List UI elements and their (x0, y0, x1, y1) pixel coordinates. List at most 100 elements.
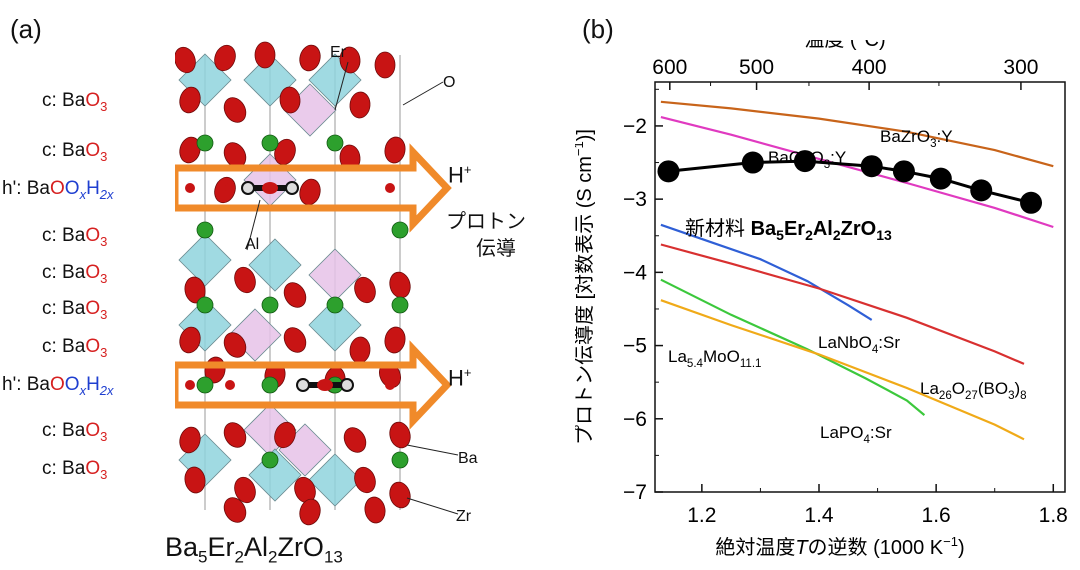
oxygen-atom (384, 136, 406, 164)
top-tick-label: 400 (852, 56, 887, 79)
barium-atom (391, 296, 409, 314)
crystal-structure-illustration (175, 41, 459, 526)
oxygen-atom (299, 178, 321, 206)
o-label: O (443, 74, 456, 91)
proton-text: プロトン (446, 209, 526, 233)
oxygen-atom (385, 183, 395, 193)
er-label: Er (330, 44, 346, 61)
layer-label-h: h': BaOOxH2x (2, 374, 114, 398)
zr-octahedron (308, 298, 362, 352)
er-octahedron (308, 248, 362, 302)
barium-atom (261, 451, 279, 469)
panel-b-label: (b) (582, 14, 614, 44)
barium-atom (391, 451, 409, 469)
new-material-point (892, 160, 915, 183)
oxygen-atom (185, 183, 195, 193)
x-tick-label: 1.2 (687, 504, 716, 527)
x-tick-label: 1.6 (922, 504, 951, 527)
series-line (660, 299, 1025, 441)
y-axis-label: プロトン伝導度 [対数表示 (S cm−1)] (575, 129, 596, 445)
oxygen-atom (234, 476, 256, 504)
oxygen-atom (234, 266, 256, 294)
oxygen-atom (354, 276, 376, 304)
oxygen-atom (364, 496, 386, 524)
series-line (660, 243, 1025, 365)
oxygen-atom (223, 422, 247, 448)
zr-octahedron (178, 233, 232, 287)
barium-atom (261, 376, 279, 394)
series-line (660, 278, 926, 416)
oxygen-atom (223, 332, 247, 358)
layer-label-c: c: BaO3 (42, 90, 108, 114)
y-tick-label: −2 (623, 115, 647, 138)
oxygen-atom (374, 51, 396, 79)
al-atom (241, 181, 255, 195)
oxygen-atom (254, 41, 276, 69)
oxygen-atom (179, 86, 201, 114)
al-atom (340, 378, 354, 392)
oxygen-atom (262, 182, 278, 194)
series-label: La5.4MoO11.1 (668, 347, 761, 370)
layer-label-h: h': BaOOxH2x (2, 178, 114, 202)
barium-atom (196, 296, 214, 314)
conductivity-chart: 1.2 1.4 1.6 1.8 −7 −6 −5 −4 −3 −2 600 500 400 300 温度 (… (575, 40, 1068, 559)
zr-leader-line (406, 497, 459, 515)
top-tick-label: 600 (652, 56, 687, 79)
oxygen-atom (349, 336, 371, 364)
new-material-point (741, 151, 764, 174)
y-tick-label: −3 (623, 188, 647, 211)
series-label: LaNbO4:Sr (818, 333, 900, 356)
oxygen-atom (225, 183, 235, 193)
oxygen-atom (354, 466, 376, 494)
oxygen-atom (223, 497, 247, 523)
top-tick-label: 300 (1003, 56, 1038, 79)
oxygen-atom (214, 44, 236, 72)
series-line (660, 223, 873, 321)
oxygen-atom (384, 326, 406, 354)
barium-atom (196, 221, 214, 239)
series-label: BaZrO3:Y (880, 127, 953, 150)
er-leader-line (334, 61, 349, 111)
y-tick-label: −6 (623, 408, 647, 431)
zr-octahedron (248, 238, 302, 292)
new-material-point (657, 160, 680, 183)
barium-atom (326, 296, 344, 314)
oxygen-atom (317, 379, 333, 391)
compound-formula: Ba5Er2Al2ZrO13 (165, 532, 343, 567)
oxygen-atom (175, 46, 196, 74)
layer-label-c: c: BaO3 (42, 336, 108, 360)
oxygen-atom (389, 271, 411, 299)
oxygen-atom (389, 421, 411, 449)
proton-path-arrow (175, 143, 452, 233)
barium-atom (196, 376, 214, 394)
layer-label-c: c: BaO3 (42, 420, 108, 444)
y-tick-label: −4 (623, 261, 647, 284)
oxygen-atom (299, 44, 321, 72)
new-material-point (1020, 191, 1043, 214)
ba-leader-line (406, 444, 459, 456)
conduction-text: 伝導 (476, 236, 516, 260)
layer-label-c: c: BaO3 (42, 458, 108, 482)
oxygen-atom (274, 421, 296, 449)
x-axis-label: 絶対温度Tの逆数 (1000 K−1) (715, 534, 964, 559)
oxygen-atom (343, 427, 367, 453)
oxygen-atom (279, 86, 301, 114)
new-material-point (929, 167, 952, 190)
oxygen-atom (385, 380, 395, 390)
oxygen-atom (184, 466, 206, 494)
ba-label: Ba (458, 450, 478, 467)
new-material-point (970, 179, 993, 202)
new-material-label: 新材料 Ba5Er2Al2ZrO13 (685, 217, 892, 243)
al-leader-line (246, 199, 261, 251)
oxygen-atom (185, 380, 195, 390)
barium-atom (261, 134, 279, 152)
series-label: La26O27(BO3)8 (920, 379, 1027, 402)
x-tick-label: 1.4 (804, 504, 834, 527)
oxygen-atom (283, 327, 307, 353)
oxygen-atom (299, 498, 321, 526)
barium-atom (196, 134, 214, 152)
oxygen-atom (389, 481, 411, 509)
series-line (660, 116, 1054, 229)
series-line (660, 100, 1054, 168)
top-tick-label: 500 (739, 56, 774, 79)
